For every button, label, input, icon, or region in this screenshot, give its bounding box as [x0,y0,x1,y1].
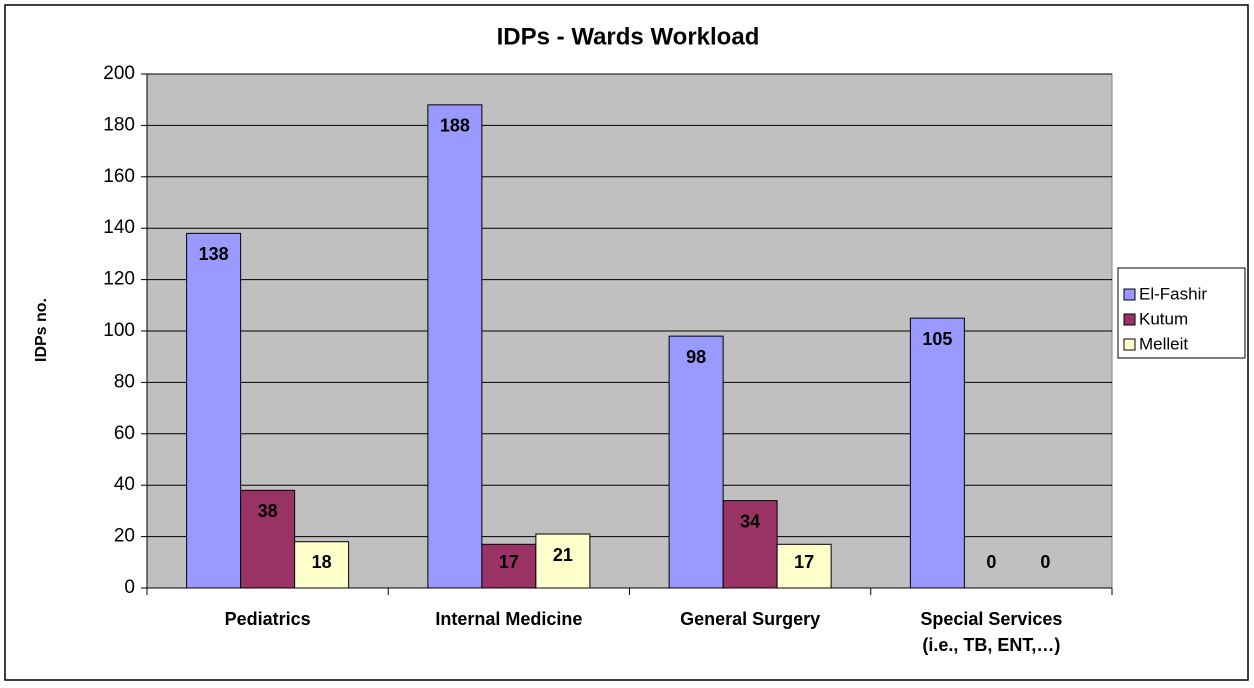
legend-box [1117,267,1246,359]
data-label: 38 [258,501,278,521]
x-tick-label: Special Services (i.e., TB, ENT,…) [920,609,1063,655]
bar [186,232,242,589]
y-tick-label: 0 [124,577,135,598]
legend-swatch [1123,288,1136,301]
x-tick-label: Pediatrics [224,609,311,629]
data-label: 34 [740,511,760,531]
bar [909,317,965,589]
data-label: 17 [499,552,519,572]
y-tick-label: 200 [103,63,135,84]
data-label: 21 [553,545,573,565]
x-tick-label: General Surgery [680,609,821,629]
data-label: 98 [686,347,706,367]
legend-label: Kutum [1139,309,1188,328]
data-label: 138 [199,244,229,264]
y-tick-label: 40 [114,474,135,495]
y-axis-label: IDPs no. [33,298,50,362]
data-label: 0 [1040,552,1050,572]
x-tick-label: Internal Medicine [435,609,583,629]
data-label: 0 [986,552,996,572]
chart-title: IDPs - Wards Workload [497,23,760,50]
legend-label: El-Fashir [1139,284,1207,303]
bar [776,543,832,589]
y-tick-label: 80 [114,371,135,392]
y-tick-label: 120 [103,269,135,290]
data-label: 18 [312,552,332,572]
bar [481,543,537,589]
legend-label: Melleit [1139,334,1188,353]
y-tick-label: 160 [103,166,135,187]
bar [427,104,483,589]
data-label: 105 [922,329,952,349]
y-tick-label: 180 [103,114,135,135]
bar [535,533,591,589]
y-tick-label: 20 [114,526,135,547]
bar [722,500,778,589]
data-label: 17 [794,552,814,572]
bar [668,335,724,589]
y-tick-label: 140 [103,217,135,238]
y-tick-label: 100 [103,320,135,341]
data-label: 188 [440,116,470,136]
legend-swatch [1123,313,1136,326]
y-tick-label: 60 [114,423,135,444]
legend-swatch [1123,338,1136,351]
